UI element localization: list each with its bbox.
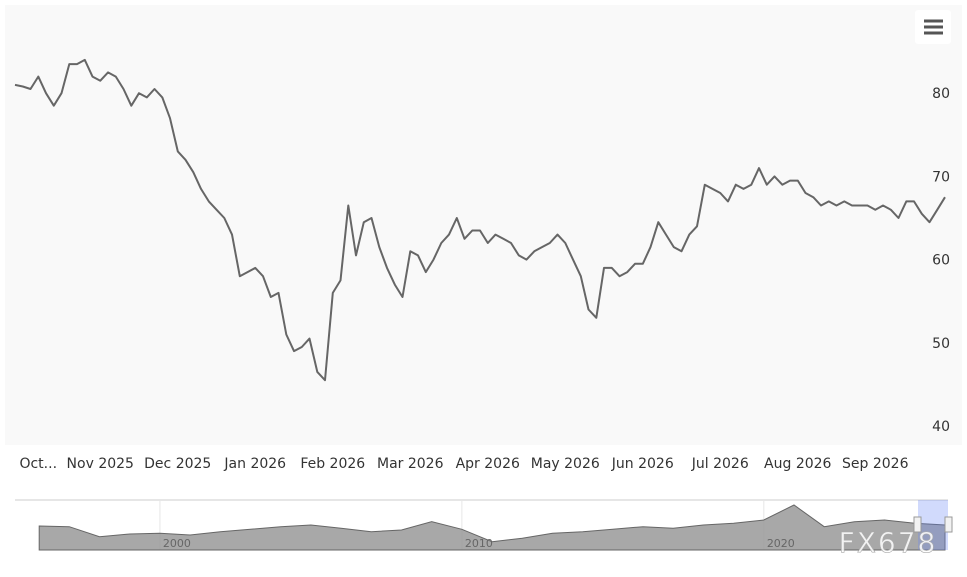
y-tick-label: 40 bbox=[932, 419, 950, 435]
menu-button[interactable] bbox=[915, 10, 951, 44]
x-tick-label: Dec 2025 bbox=[144, 456, 211, 472]
x-tick-label: Feb 2026 bbox=[300, 456, 365, 472]
x-tick-label: Oct... bbox=[19, 456, 57, 472]
x-tick-label: Jun 2026 bbox=[611, 456, 674, 472]
x-tick-label: Sep 2026 bbox=[842, 456, 909, 472]
menu-icon[interactable] bbox=[924, 19, 943, 35]
x-tick-label: Jan 2026 bbox=[223, 456, 286, 472]
navigator-tick-label: 2000 bbox=[163, 537, 191, 550]
navigator-selection[interactable] bbox=[918, 500, 948, 550]
navigator-tick-label: 2010 bbox=[465, 537, 493, 550]
y-tick-label: 70 bbox=[932, 169, 950, 185]
line-series bbox=[14, 58, 946, 382]
y-tick-label: 80 bbox=[932, 86, 950, 102]
x-tick-label: Nov 2025 bbox=[67, 456, 134, 472]
navigator-handle[interactable] bbox=[944, 516, 953, 533]
y-tick-label: 50 bbox=[932, 336, 950, 352]
x-tick-label: Jul 2026 bbox=[691, 456, 749, 472]
x-tick-label: Apr 2026 bbox=[456, 456, 520, 472]
x-tick-label: May 2026 bbox=[531, 456, 600, 472]
x-tick-label: Aug 2026 bbox=[764, 456, 832, 472]
navigator-tick-label: 2020 bbox=[767, 537, 795, 550]
y-tick-label: 60 bbox=[932, 253, 950, 269]
plot-area bbox=[5, 5, 962, 445]
navigator-handle[interactable] bbox=[913, 516, 922, 533]
navigator-area bbox=[38, 504, 946, 551]
watermark: FX678 bbox=[839, 526, 938, 559]
x-tick-label: Mar 2026 bbox=[377, 456, 444, 472]
